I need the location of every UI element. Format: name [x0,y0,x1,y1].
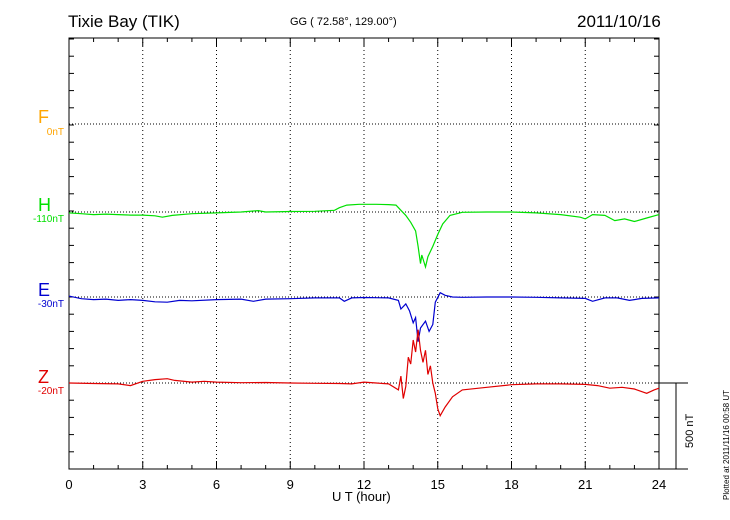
x-tick-label: 15 [431,477,445,492]
x-axis-label: U T (hour) [332,489,391,504]
baseline-label-z: -20nT [37,386,64,397]
x-tick-label: 21 [578,477,592,492]
x-tick-label: 0 [65,477,72,492]
baseline-label-e: -30nT [37,299,64,310]
plotted-timestamp: Plotted at 2011/11/16 00:58 UT [722,389,730,500]
component-label-e: E [38,280,51,300]
x-tick-label: 3 [139,477,146,492]
x-tick-label: 24 [652,477,666,492]
baseline-label-f: 0nT [46,127,64,138]
x-tick-label: 9 [287,477,294,492]
x-tick-label: 12 [357,477,371,492]
component-label-z: Z [38,367,49,387]
trace-h [68,203,660,270]
component-label-h: H [38,195,51,215]
trace-e [68,291,660,342]
date-label: 2011/10/16 [577,12,661,31]
x-tick-label: 6 [213,477,220,492]
x-tick-label: 18 [504,477,518,492]
baseline-label-h: -110nT [33,214,64,225]
coordinates-label: GG ( 72.58°, 129.00°) [290,16,397,28]
scale-bar-label: 500 nT [684,413,696,448]
trace-z [68,329,660,418]
station-title: Tixie Bay (TIK) [68,12,180,31]
component-label-f: F [38,107,49,127]
